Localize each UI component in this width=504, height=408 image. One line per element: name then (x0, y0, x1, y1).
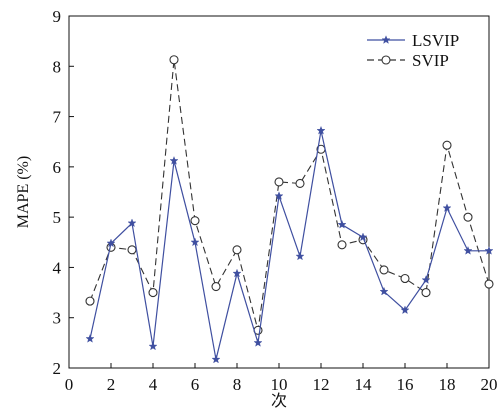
y-tick-label: 4 (53, 258, 62, 277)
x-tick-label: 14 (355, 375, 373, 394)
series-line-lsvip (89, 130, 489, 360)
x-tick-label: 18 (439, 375, 456, 394)
legend-item-svip: SVIP (367, 51, 449, 70)
data-point-svip (442, 140, 452, 150)
x-axis-title: 次 (271, 392, 287, 408)
x-tick-label: 0 (65, 375, 74, 394)
data-point-lsvip (421, 275, 431, 284)
data-point-lsvip (442, 203, 452, 212)
y-axis-title: MAPE (%) (15, 156, 32, 228)
x-tick-label: 8 (233, 375, 242, 394)
data-point-lsvip (211, 354, 221, 364)
data-point-svip (169, 55, 179, 65)
data-point-svip (232, 245, 242, 255)
data-point-lsvip (484, 246, 494, 255)
data-point-lsvip (316, 125, 326, 135)
series-layer (85, 55, 494, 364)
data-point-lsvip (295, 251, 305, 261)
data-point-svip (127, 245, 137, 255)
x-tick-label: 2 (107, 375, 116, 394)
series-lsvip (85, 125, 494, 364)
x-tick-label: 6 (191, 375, 200, 394)
legend-label-lsvip: LSVIP (412, 31, 459, 50)
data-point-lsvip (85, 334, 95, 343)
y-tick-label: 7 (53, 108, 62, 127)
x-tick-label: 16 (397, 375, 414, 394)
data-point-lsvip (127, 218, 137, 228)
data-point-svip (211, 281, 221, 292)
data-point-svip (148, 288, 158, 298)
data-point-lsvip (337, 219, 347, 229)
data-point-lsvip (379, 286, 389, 296)
x-tick-label: 20 (481, 375, 498, 394)
data-point-svip (85, 296, 95, 306)
data-point-svip (379, 265, 389, 275)
x-tick-label: 12 (313, 375, 330, 394)
data-point-lsvip (190, 237, 200, 247)
data-point-svip (463, 212, 473, 222)
data-point-svip (400, 273, 410, 284)
y-tick-label: 3 (53, 309, 62, 328)
y-tick-label: 9 (53, 7, 62, 26)
data-point-lsvip (274, 191, 284, 200)
data-point-lsvip (400, 305, 410, 315)
legend-label-svip: SVIP (412, 51, 449, 70)
x-tick-label: 10 (271, 375, 288, 394)
data-point-svip (295, 178, 305, 189)
legend-marker-lsvip (381, 35, 391, 44)
data-point-svip (337, 240, 347, 250)
data-point-svip (190, 216, 200, 226)
y-tick-label: 8 (53, 57, 62, 76)
y-axis: 2 3 4 5 6 7 8 9 (53, 7, 74, 378)
data-point-svip (484, 279, 494, 289)
data-point-lsvip (106, 238, 116, 248)
data-point-lsvip (253, 338, 263, 347)
data-point-lsvip (232, 268, 242, 278)
x-tick-label: 4 (149, 375, 158, 394)
data-point-lsvip (463, 246, 473, 255)
legend-marker-svip (381, 55, 391, 65)
data-point-lsvip (148, 341, 158, 351)
data-point-lsvip (358, 232, 368, 242)
data-point-lsvip (169, 156, 179, 165)
x-axis: 0 2 4 6 8 10 12 14 16 18 20 (65, 363, 498, 394)
y-tick-label: 5 (53, 208, 62, 227)
legend-item-lsvip: LSVIP (367, 31, 459, 50)
data-point-svip (274, 177, 284, 187)
y-tick-label: 2 (53, 359, 62, 378)
series-svip (85, 55, 494, 335)
y-tick-label: 6 (53, 158, 62, 177)
data-point-svip (421, 288, 431, 298)
